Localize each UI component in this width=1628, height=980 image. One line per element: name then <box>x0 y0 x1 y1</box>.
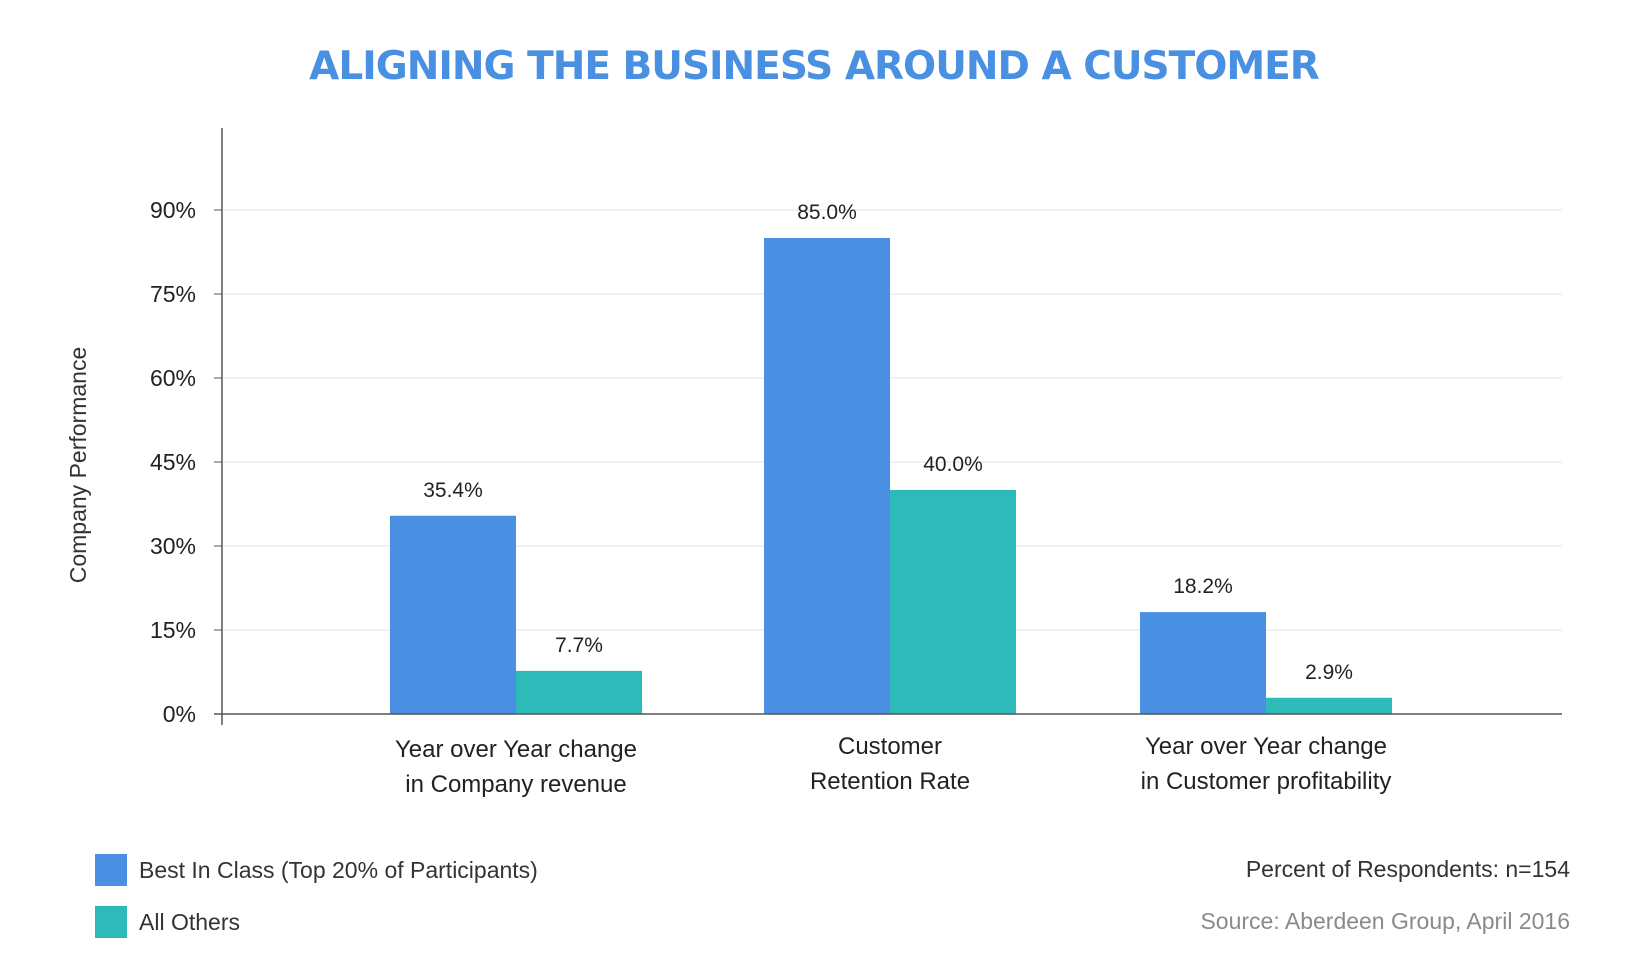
y-tick-label: 0% <box>163 701 196 727</box>
bar-best-in-class-0 <box>390 515 516 714</box>
data-label: 35.4% <box>423 479 483 502</box>
y-tick-label: 75% <box>150 281 196 307</box>
bar-all-others-1 <box>890 490 1016 714</box>
x-category-label: Customer <box>838 733 942 760</box>
y-tick-label: 45% <box>150 449 196 475</box>
y-tick-label: 15% <box>150 617 196 643</box>
bar-best-in-class-1 <box>764 238 890 714</box>
legend-swatch-all-others <box>95 906 127 938</box>
y-axis-label: Company Performance <box>65 347 91 584</box>
y-tick-label: 30% <box>150 533 196 559</box>
data-label: 40.0% <box>923 453 983 476</box>
source-note: Source: Aberdeen Group, April 2016 <box>1200 908 1570 934</box>
respondents-note: Percent of Respondents: n=154 <box>1245 856 1570 882</box>
bar-best-in-class-2 <box>1140 612 1266 714</box>
data-label: 2.9% <box>1305 661 1353 684</box>
y-tick-label: 60% <box>150 365 196 391</box>
data-label: 85.0% <box>797 201 857 224</box>
y-tick-label: 90% <box>150 197 196 223</box>
legend-swatch-best-in-class <box>95 854 127 886</box>
bar-all-others-2 <box>1266 697 1392 714</box>
data-label: 7.7% <box>555 634 603 657</box>
legend-label-best-in-class: Best In Class (Top 20% of Participants) <box>139 856 538 883</box>
legend-item-best-in-class: Best In Class (Top 20% of Participants) <box>95 854 538 886</box>
bar-all-others-0 <box>516 670 642 714</box>
chart-title: ALIGNING THE BUSINESS AROUND A CUSTOMER <box>309 44 1320 89</box>
legend-label-all-others: All Others <box>139 908 240 935</box>
legend-item-all-others: All Others <box>95 906 240 938</box>
x-category-label: Year over Year change <box>1145 733 1387 760</box>
data-label: 18.2% <box>1173 575 1233 598</box>
x-category-label: in Company revenue <box>405 771 626 798</box>
x-category-label: in Customer profitability <box>1141 768 1392 795</box>
x-category-label: Year over Year change <box>395 736 637 763</box>
x-category-label: Retention Rate <box>810 768 970 795</box>
